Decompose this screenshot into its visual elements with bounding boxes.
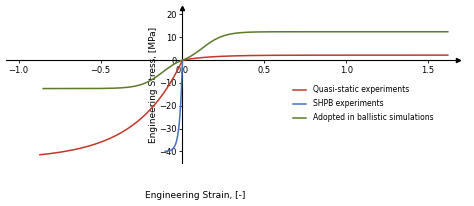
X-axis label: Engineering Strain, [-]: Engineering Strain, [-] — [145, 191, 246, 200]
Y-axis label: Engineering Stress, [MPa]: Engineering Stress, [MPa] — [149, 27, 158, 143]
Legend: Quasi-static experiments, SHPB experiments, Adopted in ballistic simulations: Quasi-static experiments, SHPB experimen… — [290, 82, 436, 125]
